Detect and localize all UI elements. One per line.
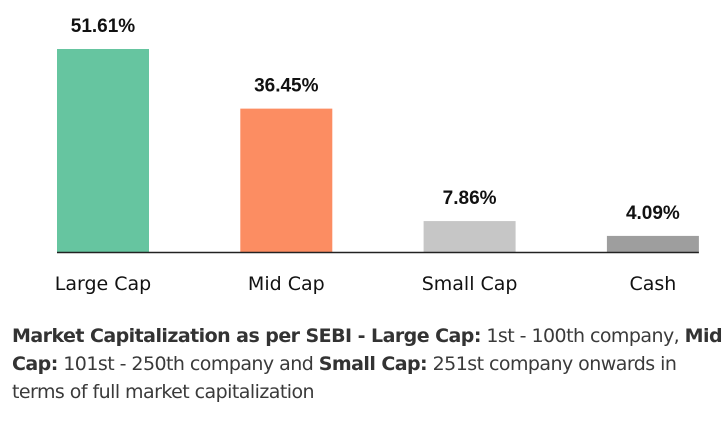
footnote-segment-4: Small Cap: [318, 353, 428, 375]
footnote-segment-5: 251st company onwards in terms of full m… [12, 353, 677, 403]
bars-group [57, 49, 699, 252]
category-label-large-cap: Large Cap [55, 273, 151, 295]
category-label-cash: Cash [629, 273, 676, 295]
footnote-segment-2: Mid Cap: [12, 325, 723, 375]
value-label-small-cap: 7.86% [443, 188, 497, 209]
bar-cash [606, 235, 699, 252]
footnote-segment-3: 101st - 250th company and [57, 353, 319, 375]
bar-mid-cap [240, 108, 333, 252]
value-labels-group: 51.61% 36.45% 7.86% 4.09% [71, 16, 680, 224]
value-label-cash: 4.09% [626, 203, 680, 224]
footnote-segment-1: 1st - 100th company, [480, 325, 685, 347]
category-labels-group: Large Cap Mid Cap Small Cap Cash [55, 273, 677, 295]
bar-chart: 51.61% 36.45% 7.86% 4.09% Large Cap Mid Cap S… [55, 16, 699, 295]
bar-large-cap [57, 49, 149, 252]
category-label-mid-cap: Mid Cap [248, 273, 325, 295]
bar-small-cap [423, 221, 516, 252]
value-label-large-cap: 51.61% [71, 16, 136, 37]
market-cap-footnote: Market Capitalization as per SEBI - Larg… [12, 322, 724, 406]
value-label-mid-cap: 36.45% [254, 76, 319, 97]
category-label-small-cap: Small Cap [422, 273, 518, 295]
footnote-segment-0: Market Capitalization as per SEBI - Larg… [12, 325, 481, 347]
